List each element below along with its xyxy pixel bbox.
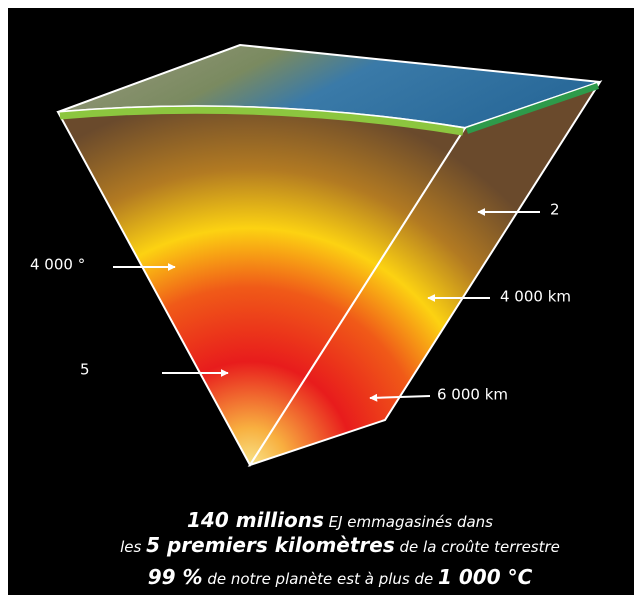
caption-text: de notre planète est à plus de xyxy=(203,570,438,588)
caption-text: de la croûte terrestre xyxy=(395,538,560,556)
caption-text: les xyxy=(120,538,146,556)
caption-emphasis: 1 000 °C xyxy=(438,565,533,589)
caption-line: 140 millions EJ emmagasinés dans xyxy=(187,508,493,532)
caption-emphasis: 5 premiers kilomètres xyxy=(146,533,395,557)
crust-band xyxy=(466,83,599,134)
label: 4 000 km xyxy=(500,288,571,306)
arrows xyxy=(113,208,540,402)
crust-band xyxy=(59,106,464,136)
label: 6 000 km xyxy=(437,386,508,404)
caption-text: EJ emmagasinés dans xyxy=(324,513,493,531)
caption-line: 99 % de notre planète est à plus de 1 00… xyxy=(148,565,533,589)
label: 4 000 ° xyxy=(30,256,85,274)
caption-emphasis: 99 % xyxy=(148,565,203,589)
side-face xyxy=(247,80,603,467)
caption-line: les 5 premiers kilomètres de la croûte t… xyxy=(120,533,560,557)
caption-emphasis: 140 millions xyxy=(187,508,324,532)
label: 5 xyxy=(80,361,90,379)
label: 2 xyxy=(550,201,560,219)
front-face xyxy=(56,105,467,467)
